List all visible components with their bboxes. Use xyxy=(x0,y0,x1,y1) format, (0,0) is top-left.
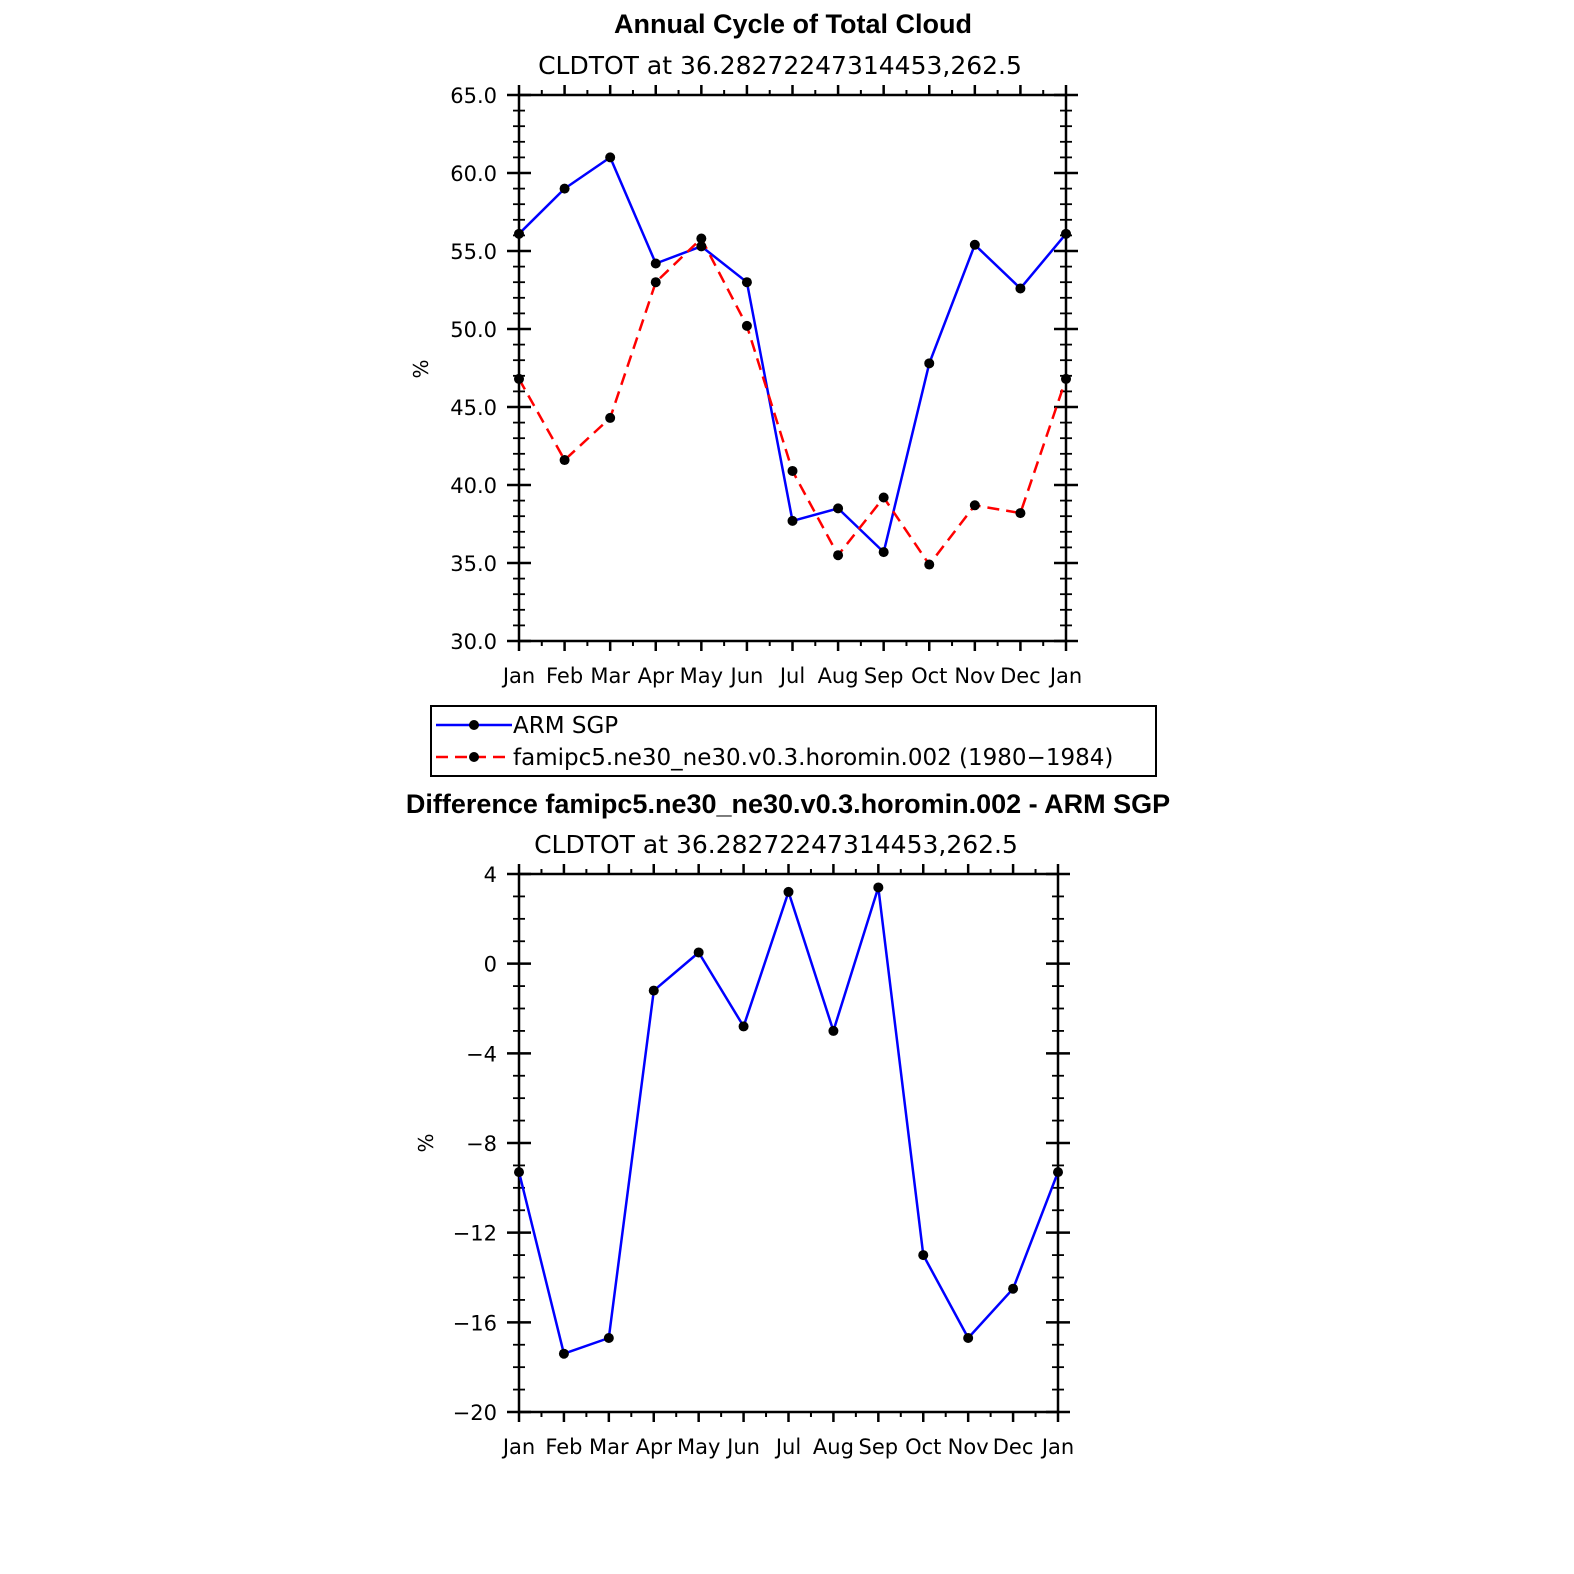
legend-model-label: famipc5.ne30_ne30.v0.3.horomin.002 (1980… xyxy=(513,745,1113,771)
top-series-0-line xyxy=(518,156,1067,554)
bottom-x-tick-label: Oct xyxy=(905,1435,941,1459)
top-series-1-point xyxy=(787,465,798,476)
top-series-0-point xyxy=(514,228,524,239)
legend: ARM SGP famipc5.ne30_ne30.v0.3.horomin.0… xyxy=(430,705,1157,777)
top-y-tick-label: 50.0 xyxy=(450,318,497,342)
top-y-tick-label: 30.0 xyxy=(450,630,497,654)
bottom-x-tick-label: Mar xyxy=(589,1435,629,1459)
top-y-tick-label: 60.0 xyxy=(450,162,497,186)
top-x-tick-label: Apr xyxy=(638,664,675,688)
bottom-x-tick-label: Jul xyxy=(774,1435,801,1459)
bottom-y-tick-label: 0 xyxy=(484,953,497,977)
bottom-series-0-point xyxy=(558,1348,569,1359)
top-x-tick-label: Aug xyxy=(818,664,859,688)
top-series-0-point xyxy=(741,277,752,288)
bottom-series-0-point xyxy=(828,1025,839,1036)
top-series-1-point xyxy=(514,373,524,384)
bottom-x-tick-label: Dec xyxy=(993,1435,1034,1459)
bottom-series-0-point xyxy=(1008,1283,1019,1294)
top-x-tick-label: Jun xyxy=(729,664,764,688)
bottom-chart-title: Difference famipc5.ne30_ne30.v0.3.horomi… xyxy=(406,789,1170,819)
top-chart-title: Annual Cycle of Total Cloud xyxy=(614,9,972,39)
top-chart-ylabel: % xyxy=(409,359,433,378)
top-series-1-point xyxy=(605,412,616,423)
bottom-x-tick-label: Aug xyxy=(813,1435,854,1459)
top-x-tick-label: May xyxy=(680,664,723,688)
bottom-series-0-point xyxy=(648,985,659,996)
bottom-series-0-point xyxy=(514,1167,524,1178)
annual-cycle-chart: Annual Cycle of Total Cloud CLDTOT at 36… xyxy=(409,9,1082,688)
bottom-series-0-point xyxy=(963,1333,974,1344)
top-x-tick-label: Dec xyxy=(1000,664,1041,688)
top-chart-subtitle: CLDTOT at 36.28272247314453,262.5 xyxy=(538,51,1022,80)
top-series-1-point xyxy=(650,277,661,288)
top-x-tick-label: Mar xyxy=(590,664,630,688)
top-x-tick-label: Jul xyxy=(778,664,805,688)
top-series-1-point xyxy=(559,455,570,466)
top-x-tick-label: Jan xyxy=(1048,664,1082,688)
bottom-plot-frame xyxy=(517,872,1060,1414)
top-series-1-point xyxy=(833,550,844,561)
top-y-tick-label: 40.0 xyxy=(450,474,497,498)
bottom-y-tick-label: −16 xyxy=(453,1311,497,1335)
top-series-0-point xyxy=(787,515,798,526)
bottom-x-tick-label: Apr xyxy=(636,1435,673,1459)
top-series-1-point xyxy=(969,500,980,511)
bottom-y-tick-label: 4 xyxy=(484,863,497,887)
legend-arm-marker xyxy=(469,720,479,730)
bottom-series-0-point xyxy=(738,1021,749,1032)
top-x-tick-label: Feb xyxy=(546,664,583,688)
bottom-x-tick-label: Jan xyxy=(1040,1435,1074,1459)
bottom-series-0-point xyxy=(873,882,884,893)
legend-box xyxy=(430,705,1157,777)
top-x-tick-label: Nov xyxy=(954,664,995,688)
bottom-y-tick-label: −20 xyxy=(453,1401,497,1425)
top-series-1-point xyxy=(1061,373,1071,384)
top-series-1-point xyxy=(1015,508,1026,519)
bottom-chart-ylabel: % xyxy=(414,1133,438,1152)
bottom-x-tick-label: May xyxy=(677,1435,720,1459)
top-series-0-point xyxy=(1061,228,1071,239)
top-series-1-point xyxy=(924,559,935,570)
top-plot-frame xyxy=(517,93,1068,643)
top-series-0-point xyxy=(650,258,661,269)
top-series-1-point xyxy=(696,233,707,244)
bottom-x-tick-label: Nov xyxy=(948,1435,989,1459)
top-series-0-point xyxy=(924,358,935,369)
legend-arm-label: ARM SGP xyxy=(513,713,618,739)
legend-model-marker xyxy=(469,752,479,762)
top-series-1-point xyxy=(741,320,752,331)
top-y-tick-label: 55.0 xyxy=(450,240,497,264)
top-y-tick-label: 45.0 xyxy=(450,396,497,420)
top-series-0-point xyxy=(559,183,570,194)
bottom-y-tick-label: −12 xyxy=(453,1222,497,1246)
difference-chart: Difference famipc5.ne30_ne30.v0.3.horomi… xyxy=(406,789,1170,1459)
bottom-y-tick-label: −4 xyxy=(466,1042,497,1066)
top-x-tick-label: Oct xyxy=(911,664,947,688)
top-series-0-point xyxy=(1015,283,1026,294)
top-series-1-point xyxy=(878,492,889,503)
bottom-series-0-point xyxy=(693,947,704,958)
bottom-series-0-line xyxy=(517,886,1060,1355)
top-series-0-point xyxy=(833,503,844,514)
bottom-x-tick-label: Jun xyxy=(725,1435,760,1459)
top-x-tick-label: Jan xyxy=(501,664,535,688)
top-y-tick-label: 35.0 xyxy=(450,552,497,576)
bottom-series-0-point xyxy=(1053,1167,1063,1178)
top-x-tick-label: Sep xyxy=(864,664,904,688)
bottom-series-0-point xyxy=(918,1250,929,1261)
top-series-0-point xyxy=(878,547,889,558)
top-series-0-point xyxy=(605,152,616,163)
bottom-series-0-point xyxy=(783,886,794,897)
bottom-x-tick-label: Sep xyxy=(859,1435,899,1459)
bottom-series-0-point xyxy=(603,1333,614,1344)
bottom-y-tick-label: −8 xyxy=(466,1132,497,1156)
top-series-0-point xyxy=(969,239,980,250)
bottom-x-tick-label: Jan xyxy=(501,1435,535,1459)
top-series-0-point xyxy=(696,241,707,252)
top-y-tick-label: 65.0 xyxy=(450,84,497,108)
bottom-chart-subtitle: CLDTOT at 36.28272247314453,262.5 xyxy=(534,830,1018,859)
bottom-x-tick-label: Feb xyxy=(545,1435,582,1459)
